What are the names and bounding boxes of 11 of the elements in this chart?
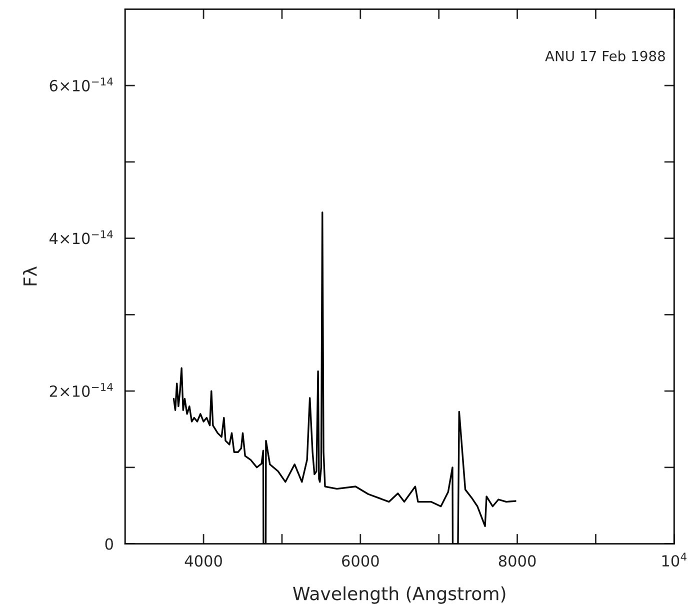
y-tick-label: 6×10$^{−14}$: [50, 78, 113, 92]
x-tick-label: 8000: [498, 555, 536, 567]
x-tick-label: 4000: [184, 555, 222, 567]
y-axis-title: Fλ: [22, 266, 37, 286]
x-axis-title: Wavelength (Angstrom): [293, 586, 506, 604]
x-tick-label: 10$^{4}$: [662, 552, 686, 567]
y-tick-label: 4×10$^{−14}$: [50, 230, 113, 244]
annotation: ANU 17 Feb 1988: [545, 50, 665, 62]
x-tick-label: 6000: [342, 555, 379, 567]
y-tick-label: 2×10$^{−14}$: [50, 383, 113, 397]
y-tick-label: 0: [105, 538, 113, 550]
